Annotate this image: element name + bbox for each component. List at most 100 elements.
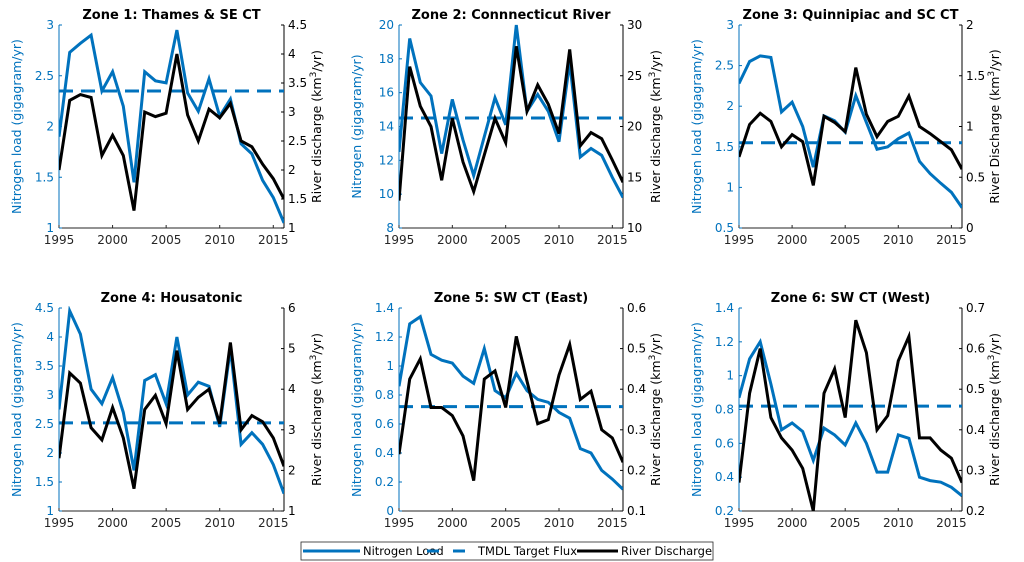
right-y-axis-label: River Discharge (km3/yr): [987, 49, 1002, 204]
x-tick-label: 2010: [544, 516, 575, 530]
subplot-title: Zone 6: SW CT (West): [771, 291, 930, 306]
subplot-title: Zone 4: Housatonic: [101, 291, 243, 306]
x-tick-label: 2005: [830, 516, 861, 530]
right-y-tick-label: 20: [627, 120, 642, 134]
legend-label: TMDL Target Flux: [477, 544, 577, 558]
x-tick-label: 2000: [97, 233, 128, 247]
left-y-tick-label: 2.5: [35, 417, 54, 431]
left-y-tick-label: 3: [46, 388, 54, 402]
left-y-tick-label: 1: [46, 504, 54, 518]
right-y-tick-label: 0.2: [966, 504, 985, 518]
right-y-axis-label-superscript: 3: [648, 355, 658, 361]
subplot-zone-3: Zone 3: Quinnipiac and SC CT 1995 2000 2005…: [689, 8, 1002, 247]
right-y-tick-label: 0.3: [627, 423, 646, 437]
subplot-title: Zone 2: Connnecticut River: [411, 8, 611, 23]
subplot-title: Zone 3: Quinnipiac and SC CT: [743, 8, 959, 23]
left-y-tick-label: 0.8: [375, 388, 394, 402]
right-y-axis-label-unit: /yr): [648, 333, 663, 355]
x-tick-label: 2005: [490, 516, 521, 530]
x-tick-label: 2010: [883, 233, 914, 247]
river-discharge-line: [399, 336, 623, 481]
right-y-tick-label: 3.5: [288, 76, 307, 90]
left-y-tick-label: 1.2: [715, 335, 734, 349]
right-y-tick-label: 1: [288, 221, 296, 235]
left-y-axis-label: Nitrogen load (gigagram/yr): [689, 39, 704, 214]
right-y-tick-label: 25: [627, 69, 642, 83]
left-y-axis-label: Nitrogen load (gigagram/yr): [9, 322, 24, 497]
left-y-tick-label: 3: [726, 18, 734, 32]
left-y-tick-label: 1.4: [715, 301, 734, 315]
right-y-tick-label: 1: [288, 504, 296, 518]
left-y-tick-label: 2.5: [35, 69, 54, 83]
x-tick-label: 2005: [151, 233, 182, 247]
right-y-tick-label: 1.5: [288, 192, 307, 206]
left-y-tick-label: 2: [726, 99, 734, 113]
left-y-tick-label: 0.6: [375, 417, 394, 431]
x-tick-label: 1995: [724, 516, 755, 530]
right-y-axis-label: River discharge (km3/yr): [309, 333, 324, 486]
x-tick-label: 2000: [777, 516, 808, 530]
nitrogen-load-line: [59, 306, 284, 495]
right-y-axis-label: River discharge (km3/yr): [309, 50, 324, 203]
right-y-axis-label-text: River discharge (km: [309, 77, 324, 203]
left-y-axis-label: Nitrogen (gigagram/yr): [349, 54, 364, 198]
right-y-tick-label: 10: [627, 221, 642, 235]
right-y-tick-label: 0.5: [966, 382, 985, 396]
right-y-tick-label: 0: [966, 221, 974, 235]
river-discharge-line: [399, 46, 623, 201]
left-y-tick-label: 3: [46, 18, 54, 32]
x-tick-label: 2005: [490, 233, 521, 247]
left-y-tick-label: 2.5: [715, 59, 734, 73]
right-y-axis-label: River discharge (km3/yr): [648, 333, 663, 486]
nitrogen-load-line: [399, 314, 623, 491]
right-y-axis-label-text: River discharge (km: [648, 77, 663, 203]
left-y-tick-label: 0.8: [715, 403, 734, 417]
x-tick-label: 2010: [883, 516, 914, 530]
right-y-tick-label: 2: [288, 163, 296, 177]
right-y-tick-label: 0.5: [627, 342, 646, 356]
right-y-tick-label: 2.5: [288, 134, 307, 148]
nitrogen-load-line: [59, 29, 284, 224]
x-tick-label: 2000: [777, 233, 808, 247]
right-y-axis-label-unit: /yr): [987, 49, 1002, 71]
legend-label: Nitrogen Load: [363, 544, 444, 558]
left-y-tick-label: 14: [379, 120, 394, 134]
right-y-tick-label: 0.3: [966, 463, 985, 477]
left-y-axis-label: Nitrogen load (gigagram/yr): [9, 39, 24, 214]
left-y-tick-label: 1.2: [375, 330, 394, 344]
right-y-tick-label: 0.7: [966, 301, 985, 315]
x-tick-label: 2015: [597, 233, 628, 247]
left-y-tick-label: 0.5: [715, 221, 734, 235]
x-tick-label: 2015: [936, 233, 967, 247]
left-y-tick-label: 0.2: [715, 504, 734, 518]
left-y-tick-label: 1: [46, 221, 54, 235]
x-tick-label: 2000: [437, 233, 468, 247]
left-y-tick-label: 20: [379, 18, 394, 32]
left-y-tick-label: 0.2: [375, 475, 394, 489]
right-y-axis-label-superscript: 3: [309, 355, 319, 361]
nitrogen-load-line: [399, 24, 623, 199]
right-y-axis-label-superscript: 3: [309, 72, 319, 78]
right-y-axis-label-text: River discharge (km: [987, 360, 1002, 486]
subplot-zone-6: Zone 6: SW CT (West) 1995 2000 2005 2010 2015…: [689, 291, 1002, 530]
right-y-tick-label: 2: [966, 18, 974, 32]
left-y-axis-label: Nitrogen load (gigagram/yr): [349, 322, 364, 497]
right-y-tick-label: 1.5: [966, 69, 985, 83]
subplot-title: Zone 5: SW CT (East): [434, 291, 588, 306]
left-y-tick-label: 2: [46, 446, 54, 460]
left-y-tick-label: 1: [726, 369, 734, 383]
right-y-axis-label: River discharge (km3/yr): [648, 50, 663, 203]
legend-box: [300, 541, 714, 561]
right-y-tick-label: 0.4: [966, 423, 985, 437]
left-y-tick-label: 0.4: [715, 470, 734, 484]
right-y-axis-label: River discharge (km3/yr): [987, 333, 1002, 486]
left-y-tick-label: 18: [379, 52, 394, 66]
left-y-tick-label: 0.6: [715, 436, 734, 450]
right-y-tick-label: 6: [288, 301, 296, 315]
subplot-zone-1: Zone 1: Thames & SE CT 1995 2000 2005 2010 20…: [9, 8, 324, 247]
right-y-tick-label: 0.6: [627, 301, 646, 315]
x-tick-label: 1995: [44, 516, 75, 530]
right-y-tick-label: 15: [627, 170, 642, 184]
left-y-tick-label: 4: [46, 330, 54, 344]
